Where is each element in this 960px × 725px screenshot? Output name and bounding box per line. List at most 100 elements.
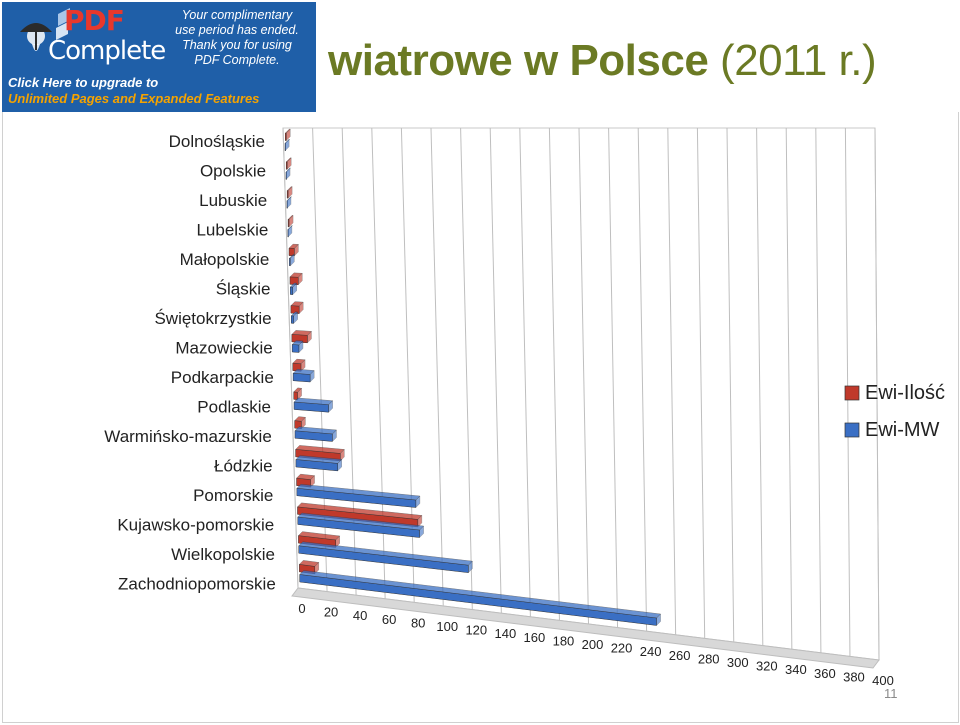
- bar-chart: 0 20 40 60 80 100 120 140 160 180 200 220 240 260 280 3…: [104, 127, 945, 688]
- bar-ilosc-end: [340, 448, 345, 462]
- category-label: Podkarpackie: [171, 368, 274, 387]
- bar-ilosc-end: [288, 214, 294, 228]
- gridline: [696, 127, 706, 639]
- x-tick-label: 380: [843, 669, 865, 684]
- slide-title-year: (2011 r.): [720, 36, 877, 85]
- category-label: Lubuskie: [199, 191, 267, 210]
- bar-mw-end: [293, 311, 298, 324]
- x-tick-label: 40: [353, 608, 367, 623]
- gridline: [874, 127, 880, 661]
- trial-notice: Your complimentary use period has ended.…: [162, 8, 312, 68]
- gridline: [756, 127, 764, 646]
- category-label: Kujawsko-pomorskie: [117, 516, 274, 535]
- bar-mw-end: [287, 225, 293, 238]
- x-tick-label: 60: [382, 612, 396, 627]
- notice-line: PDF Complete.: [194, 53, 280, 67]
- bar-ilosc-end: [298, 272, 303, 286]
- upgrade-line-2[interactable]: Unlimited Pages and Expanded Features: [8, 91, 260, 106]
- bar-ilosc-end: [314, 561, 319, 575]
- gridline: [282, 127, 299, 589]
- category-label: Warmińsko-mazurskie: [104, 427, 272, 446]
- x-tick-label: 100: [436, 619, 458, 634]
- x-tick-label: 180: [553, 633, 575, 648]
- bar-mw-end: [419, 525, 424, 539]
- upgrade-banner[interactable]: PDF Complete Your complimentary use peri…: [2, 2, 316, 112]
- bar-mw: [290, 315, 294, 324]
- bar-ilosc-end: [287, 186, 293, 199]
- gridline: [608, 127, 619, 628]
- x-tick-label: 0: [298, 601, 305, 616]
- brand-complete: Complete: [48, 36, 166, 66]
- x-tick-label: 20: [324, 605, 338, 620]
- gridline: [637, 127, 648, 632]
- category-label: Podlaskie: [197, 398, 271, 417]
- bar-mw-end: [285, 167, 291, 180]
- slide-title-main: wiatrowe w Polsce: [328, 36, 709, 85]
- category-label: Świętokrzystkie: [154, 309, 271, 328]
- legend-label: Ewi-Ilość: [865, 382, 945, 404]
- bar-mw: [291, 344, 300, 353]
- bar-ilosc-end: [297, 387, 302, 401]
- category-label: Zachodniopomorskie: [118, 575, 276, 594]
- gridline: [548, 127, 560, 621]
- bar-ilosc: [293, 391, 298, 401]
- notice-line: Thank you for using: [182, 38, 292, 52]
- category-label: Dolnośląskie: [169, 132, 265, 151]
- category-label: Małopolskie: [180, 250, 270, 269]
- bar-mw: [290, 286, 293, 295]
- bar-mw-end: [286, 196, 292, 209]
- category-label: Mazowieckie: [175, 339, 272, 358]
- category-label: Lubelskie: [196, 221, 268, 240]
- x-tick-label: 160: [524, 630, 546, 645]
- bar-mw-end: [290, 253, 295, 267]
- gridline: [460, 127, 473, 610]
- gridline: [667, 127, 677, 635]
- category-label: Śląskie: [216, 280, 271, 299]
- x-tick-label: 320: [756, 659, 778, 674]
- bar-mw-end: [332, 429, 337, 442]
- x-tick-label: 340: [785, 662, 807, 677]
- bar-mw-end: [337, 458, 342, 472]
- gridline: [430, 127, 444, 607]
- bar-mw-end: [656, 613, 661, 626]
- legend-swatch: [844, 385, 860, 401]
- x-tick-label: 260: [669, 648, 691, 663]
- gridline: [489, 127, 502, 614]
- category-label: Pomorskie: [193, 486, 273, 505]
- bar-ilosc-end: [286, 128, 291, 142]
- gridline: [785, 127, 793, 650]
- x-tick-label: 400: [872, 673, 894, 688]
- bar-ilosc-end: [286, 157, 292, 170]
- x-tick-label: 280: [698, 651, 720, 666]
- legend-swatch: [844, 422, 860, 438]
- x-tick-label: 360: [814, 666, 836, 681]
- x-tick-label: 140: [494, 626, 516, 641]
- gridline: [726, 127, 735, 643]
- legend-label: Ewi-MW: [865, 419, 940, 441]
- bar-mw-end: [292, 282, 297, 296]
- bar-ilosc-end: [301, 416, 306, 430]
- bar-ilosc-end: [300, 359, 306, 372]
- gridline: [815, 127, 822, 653]
- chart-frame: 0 20 40 60 80 100 120 140 160 180 200 220 240 260 280 3…: [2, 112, 959, 723]
- bar-ilosc-end: [417, 514, 423, 528]
- pdf-complete-logo-icon: [20, 8, 70, 51]
- category-label: Łódzkie: [214, 457, 273, 476]
- notice-line: Your complimentary: [181, 8, 293, 22]
- x-tick-label: 300: [727, 655, 749, 670]
- upgrade-link[interactable]: Click Here to upgrade to Unlimited Pages…: [8, 75, 308, 107]
- x-tick-label: 80: [411, 615, 425, 630]
- bar-mw-end: [328, 400, 333, 413]
- x-tick-label: 200: [582, 637, 604, 652]
- upgrade-line-1[interactable]: Click Here to upgrade to: [8, 75, 159, 90]
- bar-ilosc-end: [307, 330, 312, 344]
- bar-mw-end: [284, 138, 290, 152]
- bar-ilosc-end: [294, 243, 299, 257]
- bar-ilosc-end: [310, 475, 315, 488]
- x-tick-label: 120: [465, 623, 487, 638]
- category-label: Wielkopolskie: [171, 545, 275, 564]
- gridline: [519, 127, 531, 617]
- chart-floor: [291, 587, 880, 669]
- bar-mw: [292, 372, 311, 383]
- brand-pdf: PDF: [64, 4, 125, 37]
